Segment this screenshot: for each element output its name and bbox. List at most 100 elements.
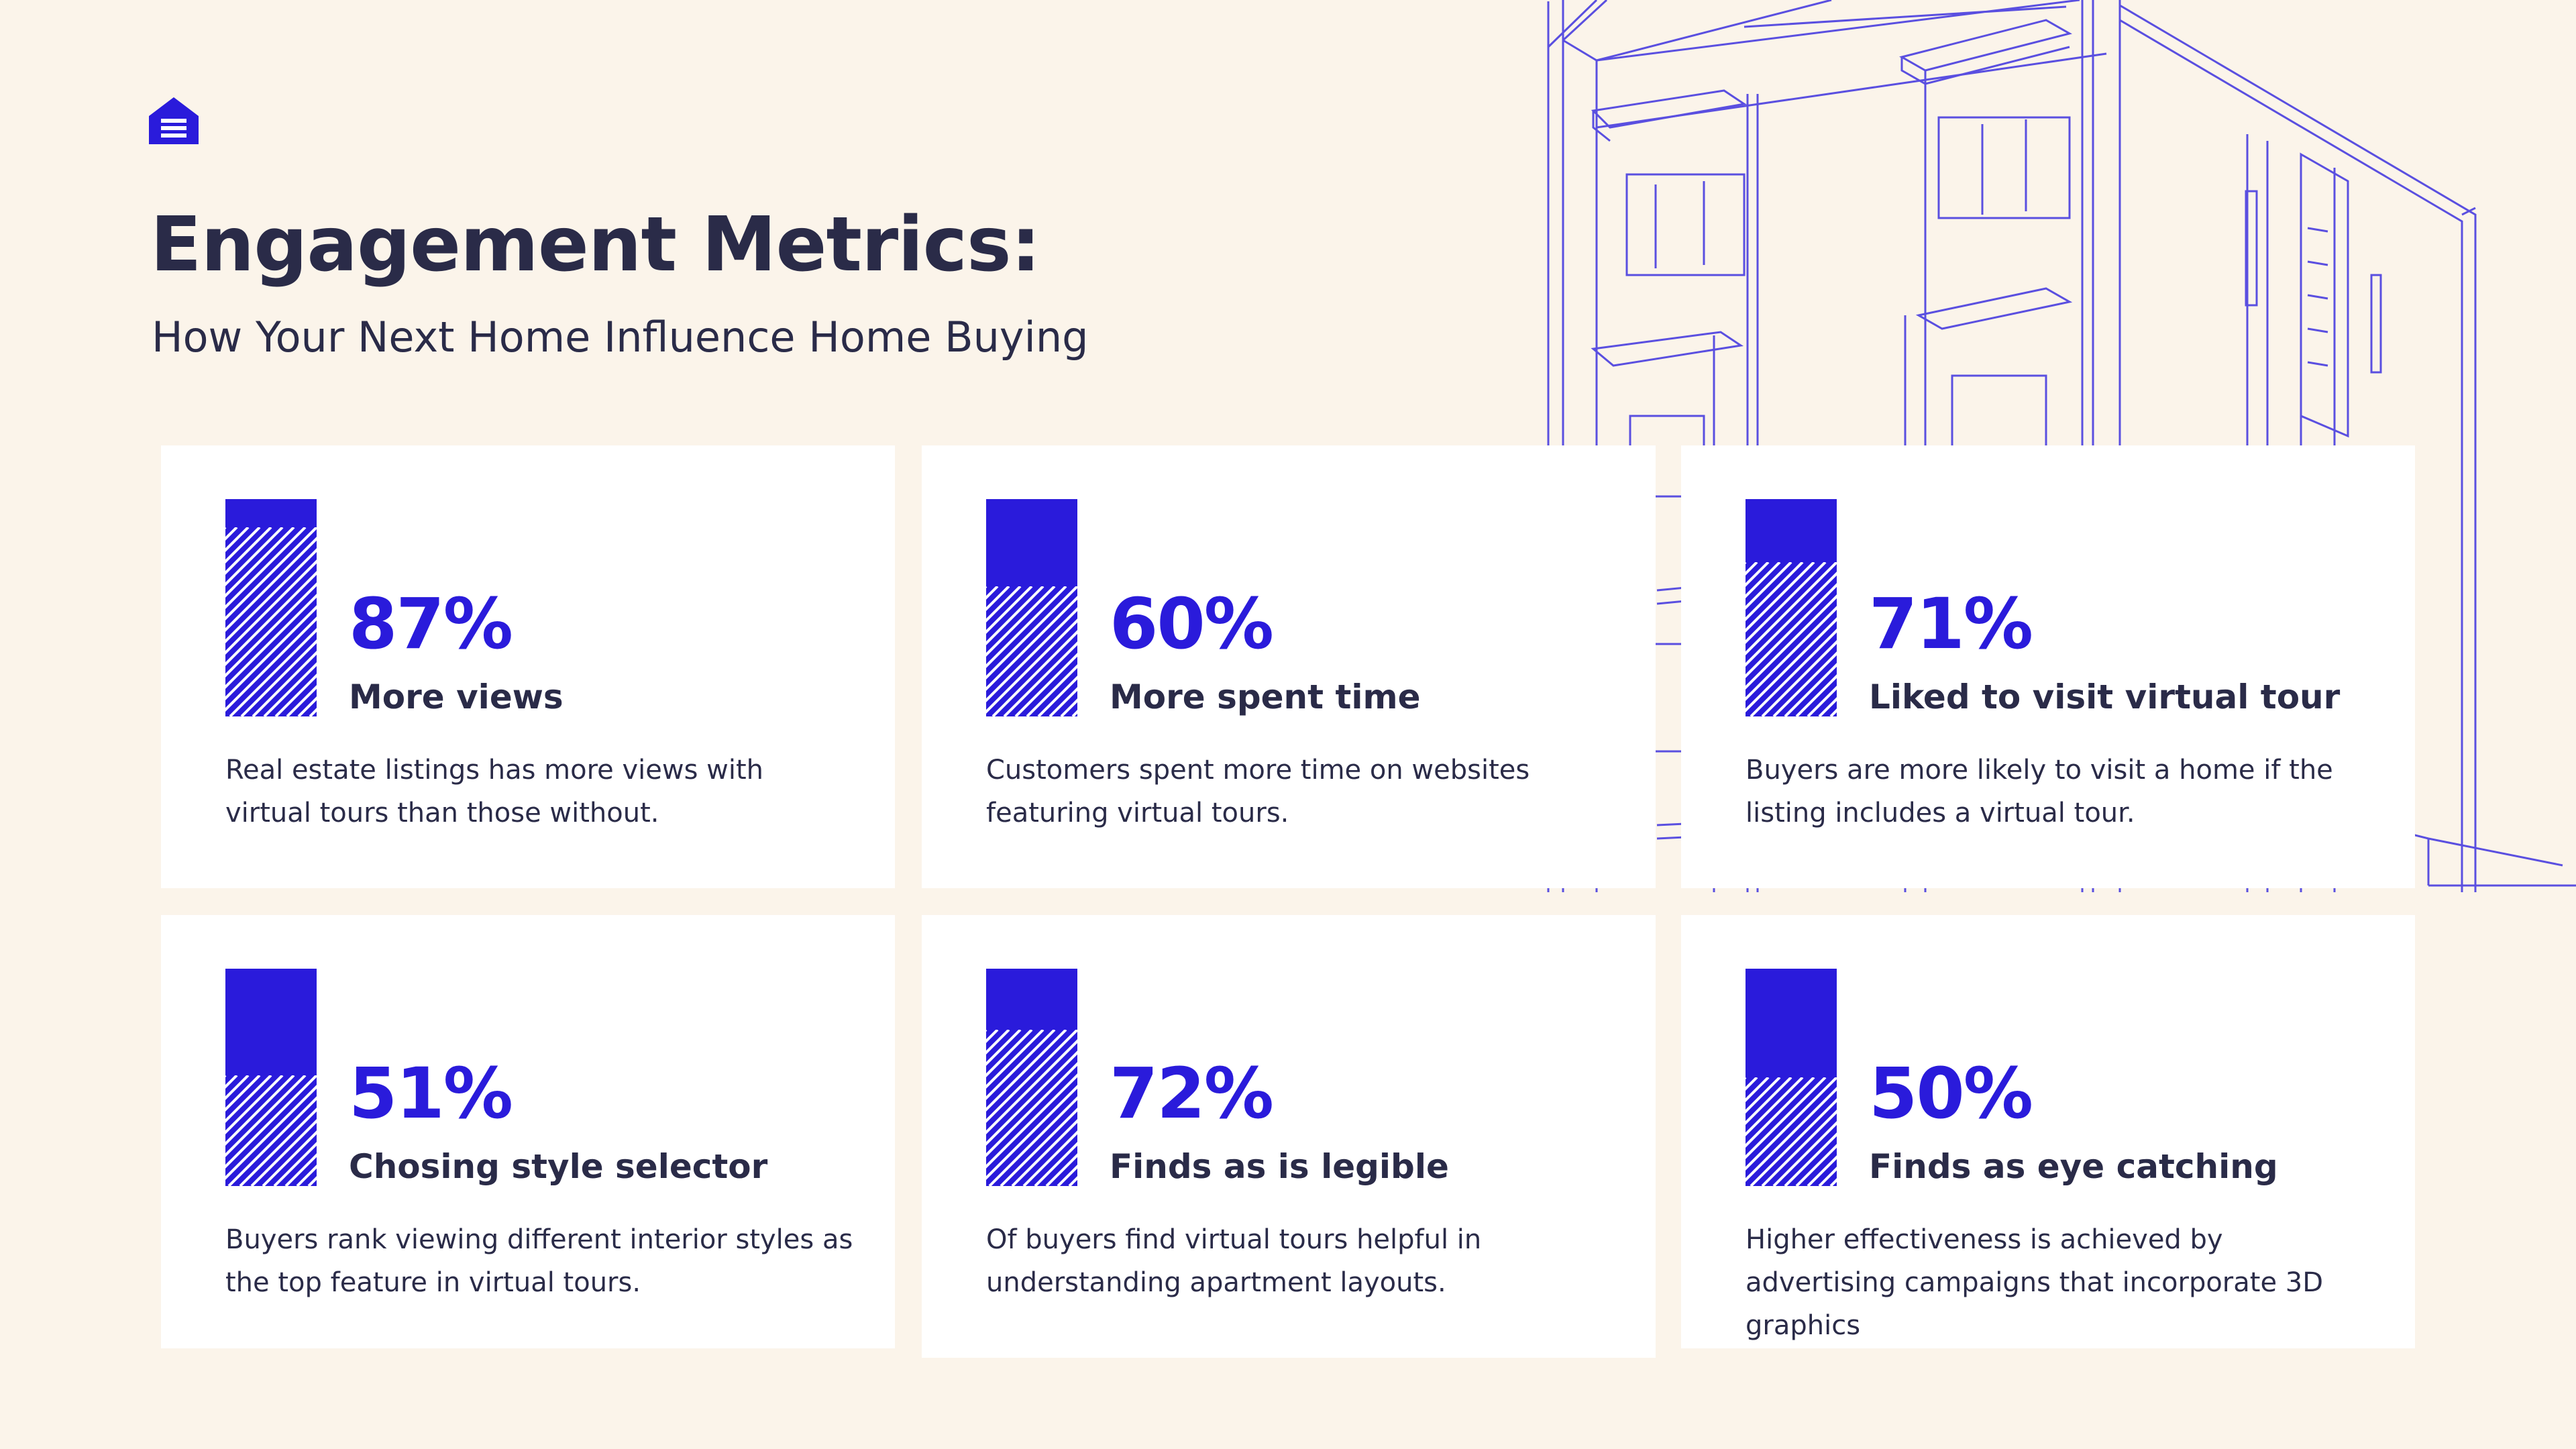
hatch-line: [225, 527, 317, 621]
metric-description: Buyers are more likely to visit a home i…: [1746, 755, 2333, 828]
hatch-line: [986, 1039, 1077, 1134]
hatch-line: [225, 527, 295, 598]
metric-percent: 50%: [1869, 1053, 2033, 1134]
hatch-line: [225, 1085, 317, 1180]
hatch-line: [273, 1142, 317, 1186]
hatch-line: [986, 1030, 1033, 1077]
hatch-line: [1784, 663, 1837, 716]
metric-card: 71% Liked to visit virtual tour Buyers a…: [1681, 445, 2415, 888]
hatch-line: [1746, 1077, 1827, 1159]
metric-bar: [1746, 969, 1837, 1186]
hatch-line: [250, 1119, 317, 1186]
hatch-line: [986, 607, 1077, 702]
hatch-line: [1746, 572, 1837, 667]
metric-bar-fill: [225, 1075, 317, 1186]
hatch-line: [986, 1030, 1022, 1066]
metric-bar-fill: [1746, 562, 1837, 716]
hatch-line: [252, 651, 317, 716]
hatch-line: [1746, 562, 1792, 610]
hatch-line: [1750, 629, 1837, 716]
hatch-line: [986, 1062, 1077, 1157]
hatch-line: [225, 527, 284, 586]
metric-card: 51% Chosing style selector Buyers rank v…: [161, 915, 895, 1348]
hatch-line: [229, 628, 317, 716]
hatch-line: [986, 1085, 1077, 1180]
metric-description: Of buyers find virtual tours helpful in …: [986, 1224, 1482, 1298]
metric-label: Chosing style selector: [349, 1147, 768, 1186]
page-title: Engagement Metrics:: [150, 201, 1040, 288]
hatch-line: [1026, 664, 1077, 716]
hatch-line: [1049, 687, 1077, 716]
hatch-line: [225, 527, 272, 575]
hatch-line: [988, 1096, 1077, 1186]
hatch-line: [1761, 1110, 1837, 1186]
hatch-line: [263, 662, 317, 716]
hatch-line: [1011, 1119, 1077, 1186]
hatch-line: [1746, 1087, 1837, 1182]
hatch-line: [225, 1075, 272, 1123]
hatch-line: [225, 594, 317, 689]
metric-percent: 60%: [1110, 583, 1274, 665]
hatch-line: [1746, 562, 1837, 655]
metric-card: 72% Finds as is legible Of buyers find v…: [922, 915, 1656, 1358]
hatch-line: [225, 1075, 250, 1100]
metric-label: More views: [349, 678, 564, 716]
metric-percent: 87%: [349, 583, 513, 665]
hatch-line: [986, 1030, 1044, 1089]
hatch-line: [1746, 562, 1804, 621]
hatch-line: [225, 1075, 295, 1146]
hatch-line: [296, 1165, 317, 1186]
hatch-line: [225, 1075, 317, 1169]
hatch-line: [1746, 1077, 1781, 1114]
hatch-line: [225, 571, 317, 666]
hatch-line: [225, 1075, 307, 1157]
metric-description: Higher effectiveness is achieved by adve…: [1746, 1224, 2324, 1341]
hatch-line: [227, 1096, 317, 1186]
hatch-line: [225, 548, 317, 643]
hatch-line: [986, 1051, 1077, 1146]
hatch-line: [225, 1075, 261, 1112]
hatch-line: [1807, 686, 1837, 716]
metric-bar-fill: [1746, 1077, 1837, 1186]
metric-label: More spent time: [1110, 678, 1421, 716]
house-document-icon: [149, 97, 199, 144]
hatch-line: [1071, 710, 1077, 716]
hatch-line: [991, 630, 1077, 716]
hatch-line: [225, 616, 317, 712]
metric-bar: [1746, 499, 1837, 716]
hatch-line: [239, 1108, 317, 1186]
hatch-line: [1750, 1098, 1837, 1186]
hatch-line: [1746, 583, 1837, 678]
metric-label: Liked to visit virtual tour: [1869, 678, 2341, 716]
hatch-line: [274, 674, 317, 716]
hatch-line: [225, 582, 317, 678]
metric-percent: 71%: [1869, 583, 2033, 665]
hatch-line: [240, 639, 317, 716]
hatch-line: [1746, 606, 1837, 701]
hatch-line: [986, 586, 1077, 680]
hatch-line: [1746, 1077, 1804, 1136]
hatch-line: [986, 586, 1022, 623]
hatch-line: [1772, 651, 1837, 716]
page-subtitle: How Your Next Home Influence Home Buying: [152, 313, 1089, 362]
hatch-line: [1037, 676, 1077, 716]
metric-card: 60% More spent time Customers spent more…: [922, 445, 1656, 888]
metric-percent: 72%: [1110, 1053, 1274, 1134]
metric-bar: [225, 969, 317, 1186]
hatch-line: [1746, 1077, 1792, 1125]
metric-bar: [225, 499, 317, 716]
hatch-line: [225, 605, 317, 700]
metric-bar-fill: [225, 527, 317, 716]
hatch-line: [1034, 1142, 1077, 1186]
metric-description: Customers spent more time on websites fe…: [986, 755, 1530, 828]
metric-bar: [986, 969, 1077, 1186]
hatch-line: [262, 1130, 317, 1186]
hatch-line: [1746, 1077, 1770, 1102]
metric-label: Finds as is legible: [1110, 1147, 1449, 1186]
hatch-line: [1022, 1130, 1077, 1186]
metric-card: 87% More views Real estate listings has …: [161, 445, 895, 888]
hatch-line: [1746, 594, 1837, 690]
hatch-line: [225, 527, 261, 564]
hatch-line: [986, 596, 1077, 691]
hatch-line: [1772, 1121, 1837, 1186]
